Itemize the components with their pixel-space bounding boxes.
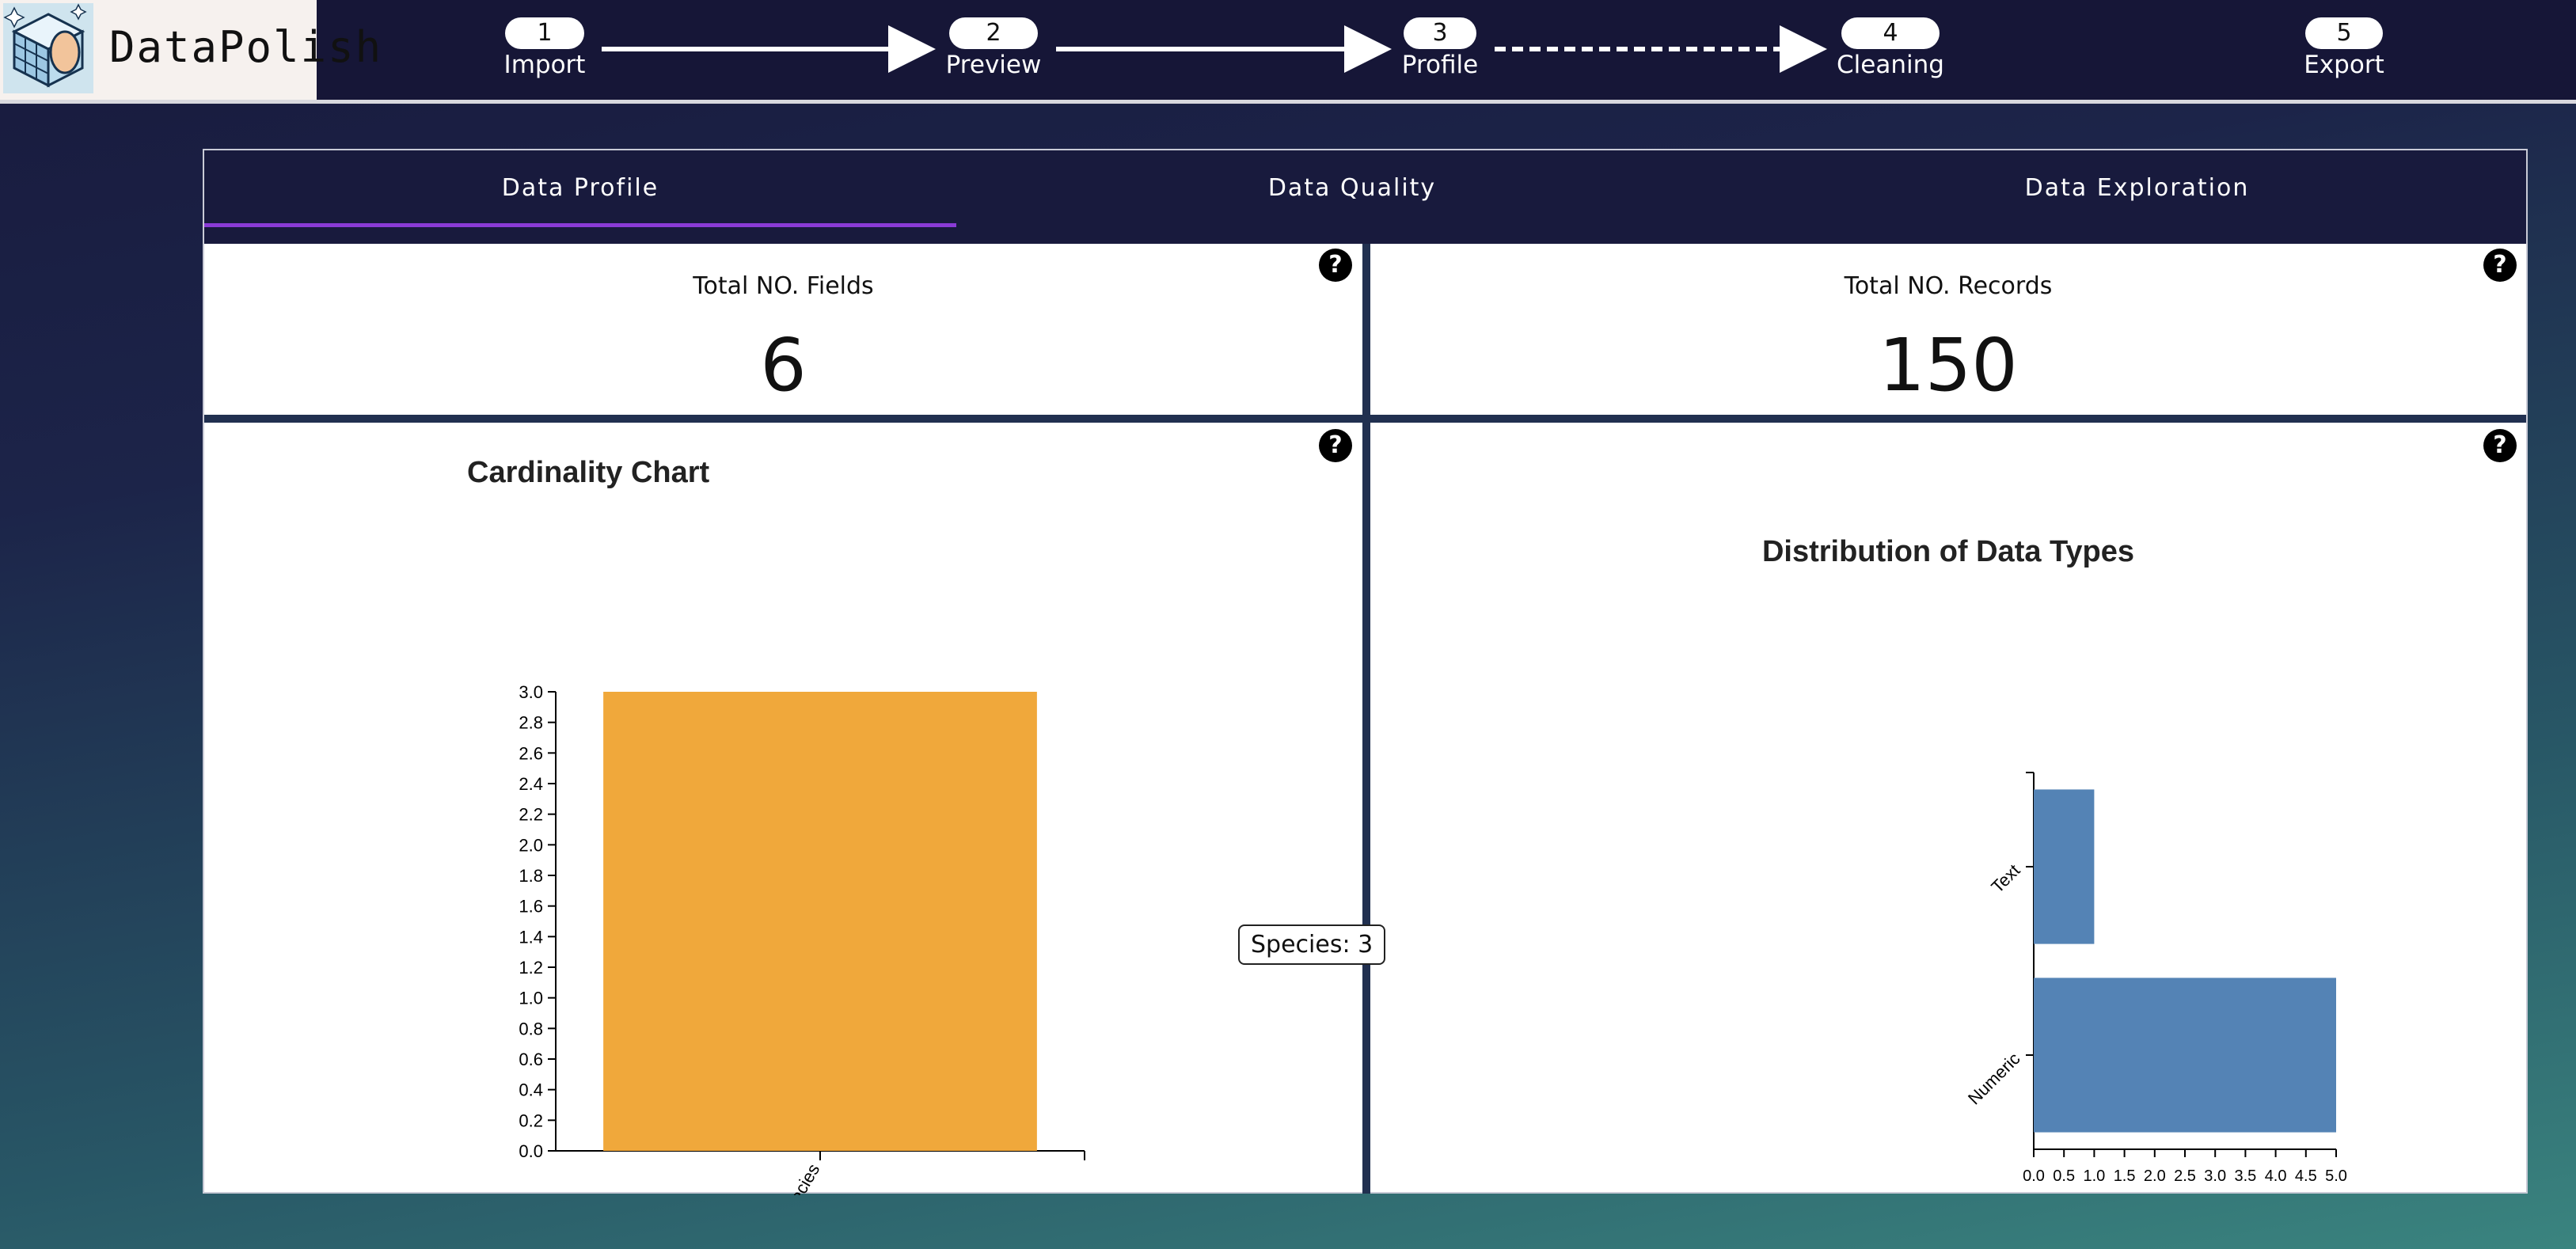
types-y-tick-label: Numeric xyxy=(1964,1049,2024,1109)
cardinality-y-tick-label: 0.2 xyxy=(519,1110,543,1130)
help-fields-icon[interactable]: ? xyxy=(1319,249,1352,282)
tab-data-exploration[interactable]: Data Exploration xyxy=(2024,174,2250,202)
step-number: 1 xyxy=(505,17,584,49)
types-x-tick-label: 2.5 xyxy=(2174,1167,2196,1185)
step-cleaning[interactable]: 4 Cleaning xyxy=(1833,17,1947,81)
cardinality-y-tick-label: 0.0 xyxy=(519,1141,543,1161)
records-title: Total NO. Records xyxy=(1844,272,2053,300)
types-x-tick-label: 3.5 xyxy=(2234,1167,2256,1185)
cardinality-y-tick-label: 1.0 xyxy=(519,989,543,1008)
cardinality-tooltip: Species: 3 xyxy=(1238,924,1386,965)
cardinality-y-tick-label: 1.2 xyxy=(519,958,543,978)
step-number: 2 xyxy=(949,17,1038,49)
types-x-tick-label: 0.0 xyxy=(2023,1167,2045,1185)
grid-divider-vertical xyxy=(1362,244,1370,1194)
app-name: DataPolish xyxy=(109,22,383,72)
types-y-tick-label: Text xyxy=(1987,860,2023,897)
tab-data-profile[interactable]: Data Profile xyxy=(501,174,659,202)
step-label: Cleaning xyxy=(1837,51,1944,79)
step-label: Export xyxy=(2304,51,2384,79)
brand[interactable]: DataPolish xyxy=(0,0,381,100)
records-value: 150 xyxy=(1879,323,2018,408)
cardinality-y-tick-label: 0.8 xyxy=(519,1019,543,1038)
step-import[interactable]: 1 Import xyxy=(497,17,592,81)
step-number: 4 xyxy=(1841,17,1940,49)
tab-data-quality[interactable]: Data Quality xyxy=(1267,174,1437,202)
types-x-tick-label: 0.5 xyxy=(2053,1167,2075,1185)
types-x-tick-label: 5.0 xyxy=(2325,1167,2347,1185)
types-bar xyxy=(2034,978,2336,1133)
main-panel: Data Profile Data Quality Data Explorati… xyxy=(203,149,2528,1195)
cardinality-x-tick-label: Species xyxy=(776,1160,824,1195)
step-profile[interactable]: 3 Profile xyxy=(1398,17,1482,81)
step-preview[interactable]: 2 Preview xyxy=(942,17,1045,81)
types-x-tick-label: 4.0 xyxy=(2265,1167,2287,1185)
header-divider xyxy=(0,100,2576,104)
fields-value: 6 xyxy=(760,323,807,408)
cardinality-y-tick-label: 2.6 xyxy=(519,743,543,763)
stepper-connectors xyxy=(602,25,1827,73)
help-cardinality-icon[interactable]: ? xyxy=(1319,429,1352,462)
step-label: Profile xyxy=(1401,51,1479,79)
types-x-tick-label: 2.0 xyxy=(2144,1167,2166,1185)
cardinality-bar xyxy=(603,692,1037,1151)
cardinality-y-tick-label: 0.6 xyxy=(519,1050,543,1069)
step-label: Import xyxy=(503,51,586,79)
cardinality-chart: 0.0 0.2 0.4 0.6 0.8 1.0 1.2 1.4 1.6 1.8 2.0 2.2 2.4 2… xyxy=(519,682,1085,1195)
fields-title: Total NO. Fields xyxy=(693,272,874,300)
cardinality-y-tick-label: 1.8 xyxy=(519,866,543,886)
cube-logo-icon xyxy=(3,3,93,93)
types-x-tick-label: 1.0 xyxy=(2083,1167,2105,1185)
step-label: Preview xyxy=(945,51,1042,79)
step-number: 5 xyxy=(2305,17,2383,49)
types-chart: 0.0 0.5 1.0 1.5 2.0 2.5 3.0 3.5 4.0 4.5 5.0 Text Num… xyxy=(1964,772,2347,1185)
types-x-tick-label: 3.0 xyxy=(2204,1167,2226,1185)
cardinality-y-tick-label: 1.4 xyxy=(519,927,543,947)
cardinality-y-tick-label: 2.4 xyxy=(519,774,543,794)
types-x-tick-label: 4.5 xyxy=(2295,1167,2317,1185)
active-tab-indicator xyxy=(204,223,956,227)
tab-bar: Data Profile Data Quality Data Explorati… xyxy=(204,150,2526,244)
types-bar xyxy=(2034,789,2095,944)
cardinality-y-tick-label: 3.0 xyxy=(519,682,543,702)
cardinality-y-tick-label: 2.0 xyxy=(519,835,543,855)
help-types-icon[interactable]: ? xyxy=(2483,429,2517,462)
types-x-tick-label: 1.5 xyxy=(2114,1167,2136,1185)
step-number: 3 xyxy=(1404,17,1476,49)
cardinality-chart-title: Cardinality Chart xyxy=(467,456,710,489)
types-chart-title: Distribution of Data Types xyxy=(1761,535,2135,568)
step-export[interactable]: 5 Export xyxy=(2299,17,2389,81)
grid-divider-horizontal xyxy=(204,415,2526,423)
cardinality-y-tick-label: 1.6 xyxy=(519,897,543,917)
cardinality-y-tick-label: 2.8 xyxy=(519,713,543,733)
cardinality-y-tick-label: 0.4 xyxy=(519,1080,543,1100)
help-records-icon[interactable]: ? xyxy=(2483,249,2517,282)
cardinality-y-tick-label: 2.2 xyxy=(519,805,543,825)
